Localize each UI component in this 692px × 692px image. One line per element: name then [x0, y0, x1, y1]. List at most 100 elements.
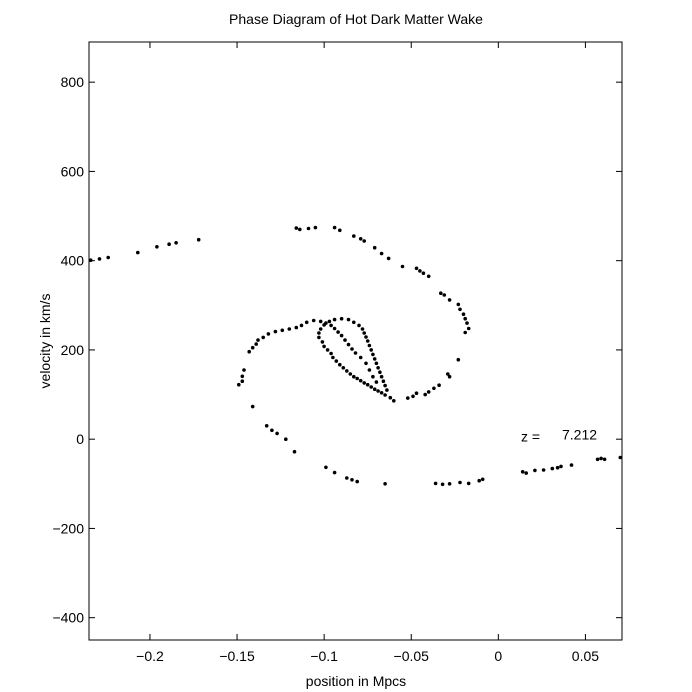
data-point — [346, 342, 351, 347]
data-point — [456, 357, 461, 362]
data-point — [266, 332, 271, 336]
data-point — [88, 258, 93, 263]
data-point — [346, 317, 351, 322]
data-point — [520, 470, 525, 474]
redshift-value: 7.212 — [562, 426, 597, 442]
data-point — [423, 392, 428, 397]
data-point — [374, 361, 379, 366]
data-point — [364, 335, 368, 339]
data-point — [261, 335, 266, 340]
data-point — [365, 339, 370, 343]
data-point — [446, 372, 450, 376]
data-point — [332, 225, 337, 230]
data-point — [465, 321, 469, 325]
data-point — [341, 366, 346, 370]
data-point — [426, 390, 431, 394]
data-point — [358, 237, 363, 241]
data-point — [541, 468, 546, 472]
data-point — [618, 455, 623, 460]
data-point — [343, 338, 347, 342]
data-point — [332, 317, 337, 322]
data-point — [196, 237, 201, 242]
data-point — [97, 257, 102, 261]
data-point — [320, 340, 325, 344]
data-point — [392, 399, 396, 403]
chart-title: Phase Diagram of Hot Dark Matter Wake — [229, 11, 483, 27]
data-point — [299, 323, 304, 328]
data-point — [595, 457, 600, 462]
data-point — [350, 347, 354, 351]
data-point — [352, 234, 356, 238]
data-point — [569, 463, 574, 467]
y-axis: −400 −200 0 200 400 600 800 — [52, 74, 622, 626]
x-tick-label: 0 — [494, 648, 502, 664]
data-point — [256, 338, 260, 342]
data-point — [331, 355, 335, 360]
data-point — [292, 449, 297, 454]
data-point — [313, 225, 318, 230]
data-point — [298, 227, 302, 232]
data-point — [456, 302, 461, 307]
data-point — [167, 242, 171, 246]
data-point — [355, 479, 360, 484]
data-point — [461, 312, 466, 317]
data-point — [324, 321, 328, 325]
data-point — [372, 357, 377, 361]
data-point — [362, 381, 367, 385]
data-point — [250, 345, 255, 350]
data-point — [240, 374, 245, 379]
data-point — [480, 477, 485, 482]
y-tick-label: −200 — [52, 520, 84, 536]
data-point — [304, 320, 309, 325]
data-point — [367, 343, 372, 348]
data-point — [325, 348, 330, 352]
data-point — [559, 464, 563, 469]
data-point — [379, 374, 384, 379]
x-axis-label: position in Mpcs — [306, 673, 406, 689]
data-point — [437, 383, 441, 388]
data-point — [273, 329, 278, 334]
y-tick-label: 200 — [61, 342, 85, 358]
data-point — [336, 330, 340, 334]
data-point — [458, 307, 462, 312]
data-point — [463, 316, 468, 321]
data-point — [360, 327, 365, 331]
y-tick-label: 400 — [61, 253, 85, 269]
data-point — [378, 370, 382, 375]
data-point — [350, 478, 354, 482]
data-point — [376, 389, 380, 393]
data-point — [287, 327, 292, 331]
data-point — [329, 351, 333, 356]
data-point — [264, 424, 269, 428]
data-point — [365, 382, 370, 387]
data-point — [458, 480, 462, 485]
data-point — [280, 328, 285, 333]
x-tick-label: −0.15 — [219, 648, 255, 664]
data-point — [294, 226, 299, 230]
data-point — [477, 478, 482, 483]
x-tick-label: −0.2 — [136, 648, 164, 664]
data-point — [372, 387, 377, 392]
data-point — [381, 379, 386, 384]
data-point — [400, 264, 405, 269]
data-point — [383, 482, 387, 486]
data-point — [442, 293, 447, 297]
data-point — [242, 368, 246, 372]
data-point — [136, 250, 140, 255]
data-point — [174, 241, 178, 245]
data-point — [275, 431, 279, 436]
data-point — [358, 378, 363, 383]
data-point — [524, 471, 528, 475]
data-point — [376, 366, 380, 370]
data-point — [250, 404, 255, 409]
data-point — [426, 274, 431, 279]
data-point — [371, 352, 375, 357]
data-point — [379, 391, 384, 395]
data-point — [364, 361, 368, 366]
data-point — [332, 326, 337, 331]
data-point — [345, 476, 349, 480]
data-point — [348, 372, 353, 376]
data-point — [432, 386, 436, 391]
